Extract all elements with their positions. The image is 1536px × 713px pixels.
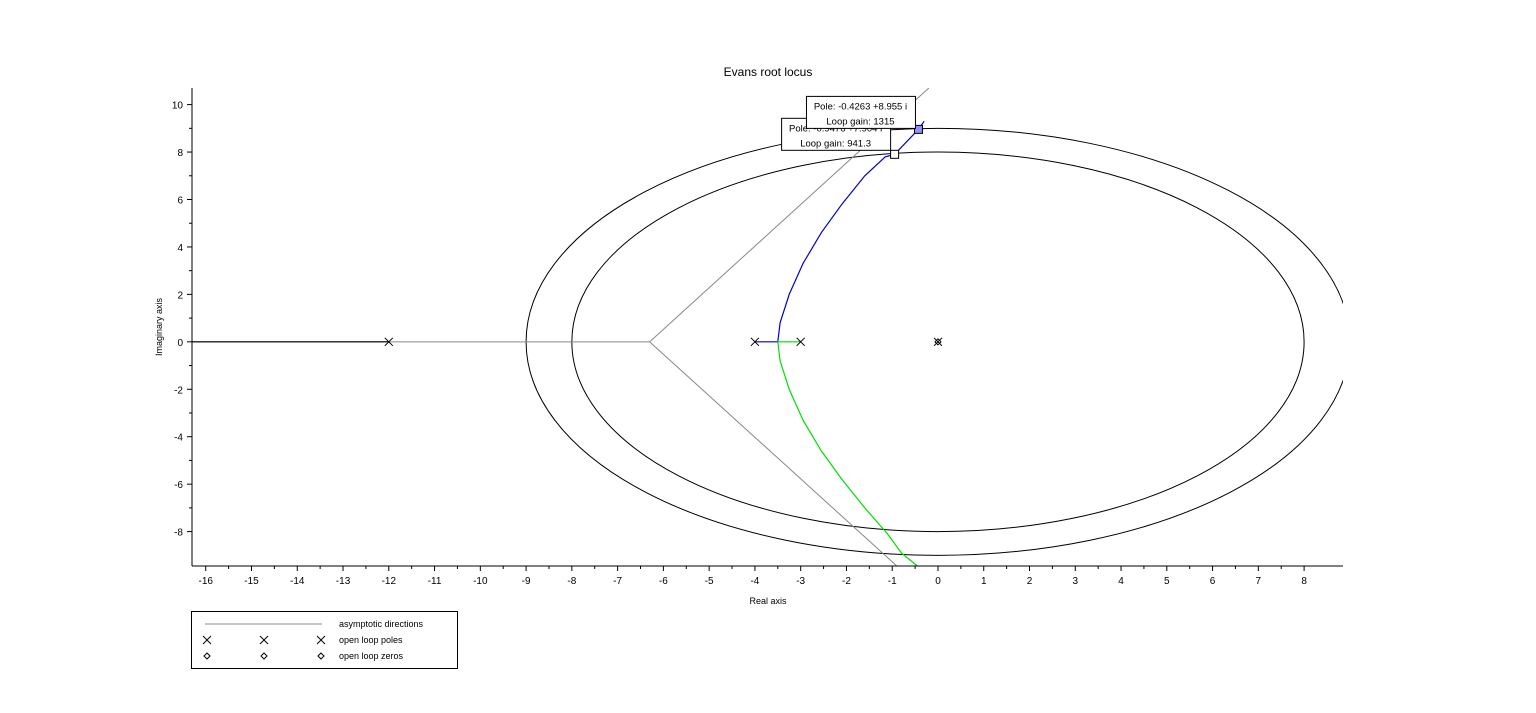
- y-tick-label: 8: [177, 148, 183, 159]
- x-tick-label: -13: [336, 576, 351, 587]
- x-tick-label: -9: [522, 576, 531, 587]
- y-tick-label: 10: [172, 101, 184, 112]
- x-tick-label: 5: [1164, 576, 1170, 587]
- x-tick-label: 0: [935, 576, 941, 587]
- open-loop-pole-marker: [384, 337, 394, 347]
- legend-swatch-diamond: [203, 652, 211, 660]
- datatip-marker: [890, 149, 900, 159]
- open-loop-pole-marker: [750, 337, 760, 347]
- x-tick-label: -10: [473, 576, 488, 587]
- chart-title: Evans root locus: [724, 65, 813, 79]
- open-loop-pole-marker: [933, 337, 943, 347]
- x-tick-label: -5: [705, 576, 714, 587]
- x-tick-label: 4: [1118, 576, 1124, 587]
- x-tick-label: -1: [888, 576, 897, 587]
- x-axis-label: Real axis: [749, 596, 787, 606]
- x-tick-label: -12: [382, 576, 397, 587]
- legend: asymptotic directions open loop poles open…: [191, 611, 458, 669]
- x-tick-label: 8: [1301, 576, 1307, 587]
- y-tick-label: 0: [177, 338, 183, 349]
- y-tick-label: 2: [177, 290, 183, 301]
- x-tick-label: -14: [290, 576, 305, 587]
- datatip-box: [805, 95, 916, 129]
- y-axis-label: Imaginary axis: [154, 297, 164, 356]
- y-tick-label: -8: [174, 528, 183, 539]
- x-tick-label: -16: [199, 576, 214, 587]
- asymptote-line: [649, 341, 898, 566]
- x-tick-label: -3: [796, 576, 805, 587]
- x-tick-label: -4: [750, 576, 759, 587]
- x-tick-label: -2: [842, 576, 851, 587]
- datatip-marker: [913, 124, 923, 134]
- datatip-text: Pole: -0.4263 +8.955 i: [814, 101, 907, 112]
- y-tick-label: -6: [174, 480, 183, 491]
- open-loop-zero-marker: [934, 338, 942, 346]
- x-tick-label: 1: [981, 576, 987, 587]
- x-tick-label: -15: [244, 576, 259, 587]
- x-tick-label: -6: [659, 576, 668, 587]
- legend-swatch-x: [202, 635, 212, 645]
- legend-swatch-x: [259, 635, 269, 645]
- y-tick-label: -2: [174, 385, 183, 396]
- x-tick-label: 3: [1072, 576, 1078, 587]
- legend-label: open loop poles: [339, 635, 403, 645]
- datatip-text: Loop gain: 941.3: [800, 138, 871, 149]
- open-loop-pole-marker: [796, 337, 806, 347]
- legend-swatch-diamond: [260, 652, 268, 660]
- legend-swatch-diamond: [317, 652, 325, 660]
- y-tick-label: 4: [177, 243, 183, 254]
- legend-label: asymptotic directions: [339, 619, 424, 629]
- datatip-text: Loop gain: 1315: [826, 116, 894, 127]
- x-tick-label: 6: [1210, 576, 1216, 587]
- legend-label: open loop zeros: [339, 651, 404, 661]
- x-tick-label: -8: [567, 576, 576, 587]
- x-tick-label: -7: [613, 576, 622, 587]
- y-tick-label: 6: [177, 195, 183, 206]
- x-tick-label: 2: [1027, 576, 1033, 587]
- x-tick-label: -11: [428, 576, 442, 587]
- y-tick-label: -4: [174, 433, 183, 444]
- legend-swatch-x: [316, 635, 326, 645]
- locus-branch: [777, 341, 918, 566]
- x-tick-label: 7: [1256, 576, 1262, 587]
- datatip: Pole: -0.4263 +8.955 i Loop gain: 1315: [805, 95, 923, 134]
